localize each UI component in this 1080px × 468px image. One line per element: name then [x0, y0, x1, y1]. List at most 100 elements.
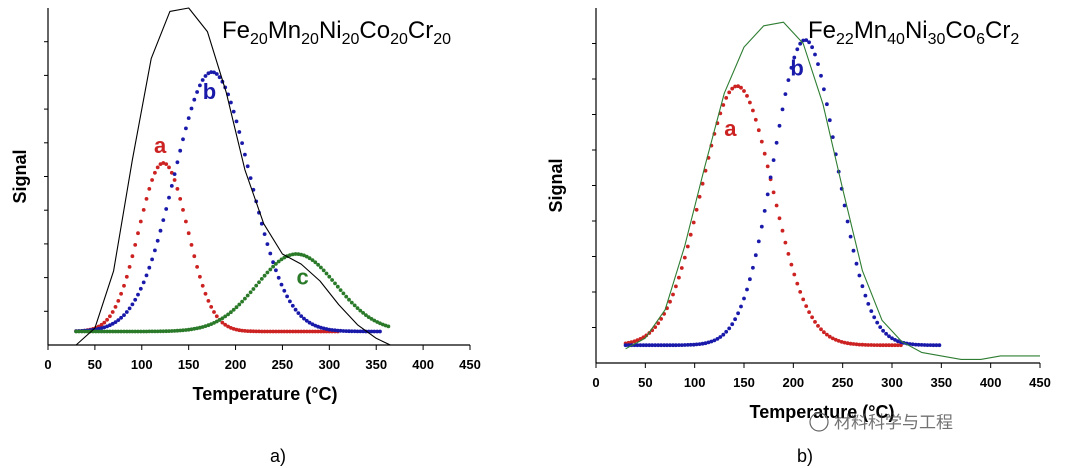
series-c-point [321, 268, 326, 273]
series-a-point [319, 329, 323, 334]
x-tick-label: 150 [178, 357, 200, 372]
series-a-point [685, 244, 690, 249]
series-a-points [74, 161, 340, 334]
x-tick-label: 0 [592, 375, 599, 390]
series-b-point [124, 310, 129, 314]
series-a-point [105, 317, 109, 322]
series-c-point [130, 329, 135, 334]
chart-panel-1: 0 50 100 150 200 250 300 350 400 450 Temperature (… [10, 7, 481, 466]
series-b-point [243, 152, 247, 157]
series-b-point [866, 302, 871, 306]
series-a-point [748, 100, 752, 105]
series-b-point [288, 299, 292, 304]
series-a-point [195, 265, 200, 269]
series-b-point [369, 329, 374, 334]
series-b-point [285, 294, 289, 299]
series-b-point [786, 78, 791, 82]
series-a-point [212, 310, 216, 314]
series-a-point [307, 329, 312, 334]
series-c-point [341, 291, 346, 296]
series-a-point [751, 108, 755, 113]
series-b-point [792, 55, 797, 60]
series-c-point [153, 329, 157, 334]
series-a-point [816, 324, 820, 328]
series-c-point [310, 258, 315, 262]
series-b-point [265, 242, 270, 247]
series-c-point [116, 329, 121, 334]
series-a-point [830, 336, 835, 341]
series-b-point [375, 329, 380, 334]
series-a-point [656, 321, 661, 326]
series-b-point [703, 341, 708, 346]
series-a-point [774, 203, 779, 208]
series-b-point [175, 160, 180, 165]
x-tick-label: 250 [832, 375, 854, 390]
series-a-point [254, 329, 259, 334]
series-a-point [771, 190, 776, 195]
series-a-point [293, 329, 298, 334]
series-a-point [827, 334, 832, 339]
wechat-icon [809, 412, 829, 432]
series-b-point [694, 342, 699, 347]
series-b-point [335, 328, 340, 333]
series-b-point [361, 329, 365, 334]
series-c-point [105, 329, 109, 334]
series-a-point [730, 86, 735, 91]
series-b-point [765, 192, 770, 197]
series-b-point [724, 329, 729, 334]
series-b-point [730, 322, 735, 327]
series-b-point [110, 321, 115, 326]
x-tick-label: 400 [412, 357, 434, 372]
series-c-point [364, 313, 368, 317]
series-b-point [290, 303, 295, 308]
series-c-point [274, 262, 278, 266]
series-c-point [282, 255, 287, 260]
series-a-point [271, 329, 275, 334]
x-tick-label: 50 [638, 375, 652, 390]
series-b-point [307, 320, 312, 325]
series-c-point [268, 267, 273, 272]
series-c-point [248, 290, 253, 295]
series-c-point [372, 318, 377, 323]
series-c-point [161, 329, 166, 334]
series-a-point [700, 181, 705, 186]
series-b-point [771, 158, 776, 163]
series-c-point [240, 299, 245, 304]
series-a-point [164, 162, 169, 167]
series-b-point [347, 329, 351, 334]
series-envelope-line [75, 7, 391, 346]
series-b-point [845, 219, 850, 224]
series-b-point [349, 329, 354, 334]
series-b-point [623, 343, 628, 348]
series-b-point [372, 329, 377, 334]
series-a-point [186, 231, 191, 236]
series-a-point [813, 320, 817, 324]
series-b-point [116, 318, 121, 322]
series-c-point [203, 324, 208, 328]
series-b-point [857, 273, 862, 278]
series-c-point [102, 329, 107, 334]
series-c-point [265, 270, 270, 275]
x-tick-label: 300 [881, 375, 903, 390]
series-a-point [860, 342, 865, 347]
series-a-point [299, 329, 304, 334]
series-a-point [113, 305, 118, 309]
series-a-point [724, 96, 729, 100]
series-a-point [798, 290, 803, 294]
series-b-point [161, 218, 166, 223]
series-a-point [265, 329, 270, 334]
series-a-point [245, 329, 250, 333]
series-b-point [783, 92, 788, 96]
series-b-point [807, 40, 811, 45]
series-c-point [226, 312, 231, 317]
series-b-point [344, 329, 349, 333]
series-b-point [887, 334, 891, 339]
series-b-point [777, 123, 782, 128]
watermark: 材料科学与工程 [809, 412, 953, 433]
series-b-point [712, 338, 717, 343]
series-a-point [223, 322, 228, 327]
series-a-point [839, 340, 844, 344]
x-axis-title: Temperature (°C) [193, 384, 338, 404]
series-b-point [274, 268, 278, 273]
